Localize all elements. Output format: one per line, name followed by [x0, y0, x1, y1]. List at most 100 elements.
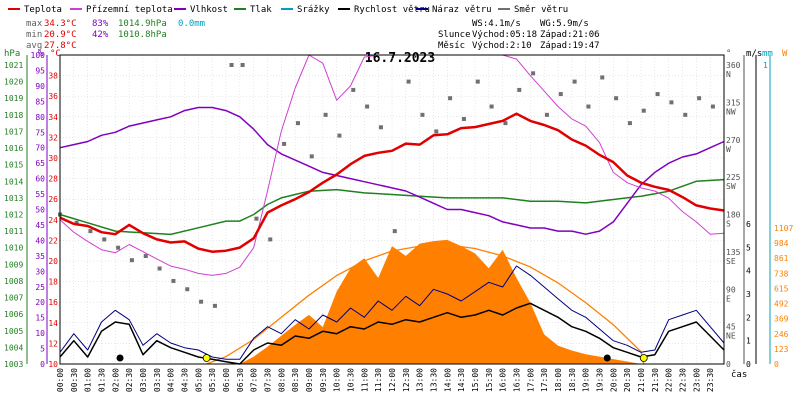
legend-label: Přízemní teplota: [86, 5, 173, 15]
axis-dir-tick: 45: [726, 323, 736, 332]
legend-label: Tlak: [250, 5, 272, 15]
wind-direction-point: [171, 278, 176, 283]
x-tick-label: 23:30: [706, 368, 715, 392]
wind-direction-point: [295, 121, 300, 126]
wind-direction-point: [572, 79, 577, 84]
stats-avg-temp: 27.8°C: [44, 41, 77, 51]
axis-dir-name: E: [726, 294, 731, 303]
moon-set: Západ:19:47: [540, 41, 600, 51]
x-tick-label: 15:30: [485, 368, 494, 392]
axis-hpa-tick: 1020: [4, 78, 23, 87]
wind-direction-point: [489, 104, 494, 109]
legend-item: Vlhkost: [174, 5, 228, 15]
axis-dir-name: N: [726, 70, 731, 79]
wind-direction-point: [212, 303, 217, 308]
wind-direction-point: [378, 125, 383, 130]
axis-hpa-tick: 1019: [4, 94, 23, 103]
x-tick-label: 17:30: [540, 368, 549, 392]
wind-direction-point: [282, 141, 287, 146]
axis-dir-tick: 360: [726, 61, 741, 70]
axis-pct-tick: 35: [35, 252, 45, 261]
stats-max-rain: 0.0mm: [178, 19, 205, 29]
axis-hpa-tick: 1007: [4, 294, 23, 303]
x-tick-label: 12:00: [388, 368, 397, 392]
wind-direction-point: [683, 112, 688, 117]
x-axis-label: čas: [731, 369, 747, 380]
wind-direction-point: [614, 96, 619, 101]
x-tick-label: 09:30: [319, 368, 328, 392]
wind-direction-point: [74, 220, 79, 225]
axis-dir-name: W: [726, 145, 731, 154]
stats-max-hum: 83%: [92, 19, 109, 29]
wind-direction-point: [199, 299, 204, 304]
wind-direction-point: [102, 237, 107, 242]
x-tick-label: 05:30: [208, 368, 217, 392]
axis-hpa-title: hPa: [4, 49, 20, 59]
x-tick-label: 01:30: [98, 368, 107, 392]
legend-item: Přízemní teplota: [70, 5, 173, 15]
axis-dir-tick: 225: [726, 173, 741, 182]
moon-label: Měsíc: [438, 41, 465, 51]
sun-rise: Východ:05:18: [472, 30, 537, 40]
axis-degc-tick: 30: [48, 154, 58, 163]
stats-min-temp: 20.9°C: [44, 30, 77, 40]
axis-degc-tick: 28: [48, 175, 58, 184]
axis-degc-tick: 16: [48, 298, 58, 307]
axis-pct-tick: 80: [35, 113, 45, 122]
axis-hpa-tick: 1017: [4, 127, 23, 136]
axis-pct-tick: 25: [35, 283, 45, 292]
axis-pct-tick: 95: [35, 66, 45, 75]
x-tick-label: 20:00: [609, 368, 618, 392]
x-tick-label: 19:30: [596, 368, 605, 392]
axis-dir-tick: 270: [726, 136, 741, 145]
axis-dir-title: °: [726, 49, 731, 59]
x-tick-label: 03:00: [139, 368, 148, 392]
wind-direction-point: [531, 71, 536, 76]
chart-title: 16.7.2023: [365, 51, 435, 66]
axis-pct-tick: 10: [35, 329, 45, 338]
axis-ms-tick: 2: [746, 313, 751, 322]
wind-direction-point: [600, 75, 605, 80]
series-temperature: [59, 112, 725, 253]
wind-direction-point: [392, 229, 397, 234]
axis-w-tick: 123: [774, 345, 789, 354]
axis-pct-tick: 100: [31, 51, 46, 60]
x-tick-label: 04:30: [181, 368, 190, 392]
axis-hpa-tick: 1021: [4, 61, 23, 70]
wind-direction-point: [88, 229, 93, 234]
x-tick-label: 08:00: [277, 368, 286, 392]
series-pressure: [59, 178, 725, 236]
x-tick-label: 02:00: [111, 368, 120, 392]
axis-w-tick: 738: [774, 269, 789, 278]
wind-direction-point: [710, 104, 715, 109]
axis-hpa-tick: 1009: [4, 260, 23, 269]
x-tick-label: 21:00: [637, 368, 646, 392]
x-tick-label: 20:30: [623, 368, 632, 392]
axis-dir-name: NE: [726, 332, 736, 341]
wind-direction-point: [116, 245, 121, 250]
axis-hpa-tick: 1016: [4, 144, 23, 153]
legend-item: Tlak: [234, 5, 272, 15]
axis-degc-tick: 32: [48, 133, 58, 142]
axis-mm-title: mm: [762, 49, 773, 59]
legend-label: Náraz větru: [432, 5, 492, 15]
stats-min-hum: 42%: [92, 30, 109, 40]
axis-pct-tick: 60: [35, 175, 45, 184]
legend-item: Směr větru: [498, 5, 568, 15]
sunrise-marker: [202, 354, 211, 362]
axis-degc-tick: 34: [48, 113, 58, 122]
axis-degc-tick: 12: [48, 339, 58, 348]
axis-hpa-tick: 1010: [4, 244, 23, 253]
x-tick-label: 21:30: [651, 368, 660, 392]
axis-degc-tick: 26: [48, 195, 58, 204]
wind-direction-point: [586, 104, 591, 109]
x-tick-label: 18:30: [568, 368, 577, 392]
wind-direction-point: [448, 96, 453, 101]
axis-hpa-tick: 1018: [4, 111, 23, 120]
axis-w-tick: 492: [774, 300, 789, 309]
axis-pct-tick: 40: [35, 236, 45, 245]
wind-gust-info: WG:5.9m/s: [540, 19, 589, 29]
sunset-marker: [639, 354, 648, 362]
x-tick-label: 23:00: [692, 368, 701, 392]
wind-direction-point: [157, 266, 162, 271]
